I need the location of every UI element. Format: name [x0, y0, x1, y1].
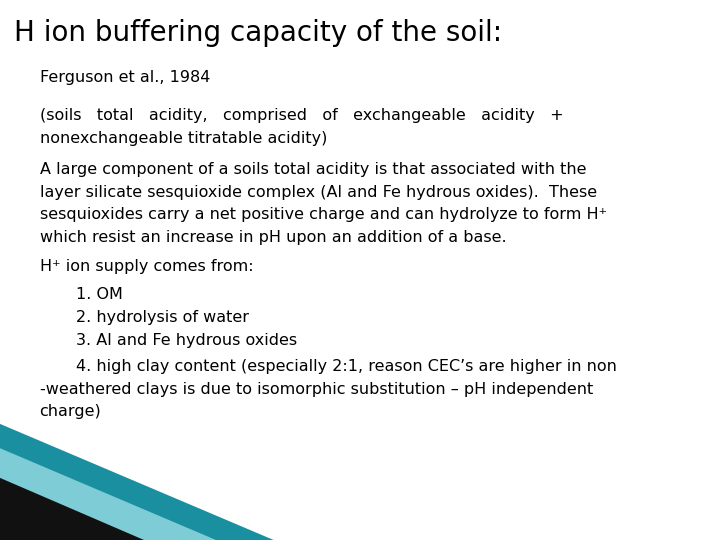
Text: which resist an increase in pH upon an addition of a base.: which resist an increase in pH upon an a…: [40, 230, 506, 245]
Text: 2. hydrolysis of water: 2. hydrolysis of water: [76, 310, 248, 325]
Text: nonexchangeable titratable acidity): nonexchangeable titratable acidity): [40, 131, 327, 146]
Text: 1. OM: 1. OM: [76, 287, 122, 302]
Polygon shape: [0, 424, 274, 540]
Text: A large component of a soils total acidity is that associated with the: A large component of a soils total acidi…: [40, 162, 586, 177]
Text: (soils   total   acidity,   comprised   of   exchangeable   acidity   +: (soils total acidity, comprised of excha…: [40, 108, 563, 123]
Polygon shape: [0, 478, 144, 540]
Text: sesquioxides carry a net positive charge and can hydrolyze to form H⁺: sesquioxides carry a net positive charge…: [40, 207, 607, 222]
Text: Ferguson et al., 1984: Ferguson et al., 1984: [40, 70, 210, 85]
Text: layer silicate sesquioxide complex (Al and Fe hydrous oxides).  These: layer silicate sesquioxide complex (Al a…: [40, 185, 597, 200]
Text: -weathered clays is due to isomorphic substitution – pH independent: -weathered clays is due to isomorphic su…: [40, 382, 593, 397]
Text: H⁺ ion supply comes from:: H⁺ ion supply comes from:: [40, 259, 253, 274]
Polygon shape: [0, 448, 216, 540]
Text: charge): charge): [40, 404, 102, 420]
Text: H ion buffering capacity of the soil:: H ion buffering capacity of the soil:: [14, 19, 503, 47]
Text: 3. Al and Fe hydrous oxides: 3. Al and Fe hydrous oxides: [76, 333, 297, 348]
Text: 4. high clay content (especially 2:1, reason CEC’s are higher in non: 4. high clay content (especially 2:1, re…: [76, 359, 616, 374]
